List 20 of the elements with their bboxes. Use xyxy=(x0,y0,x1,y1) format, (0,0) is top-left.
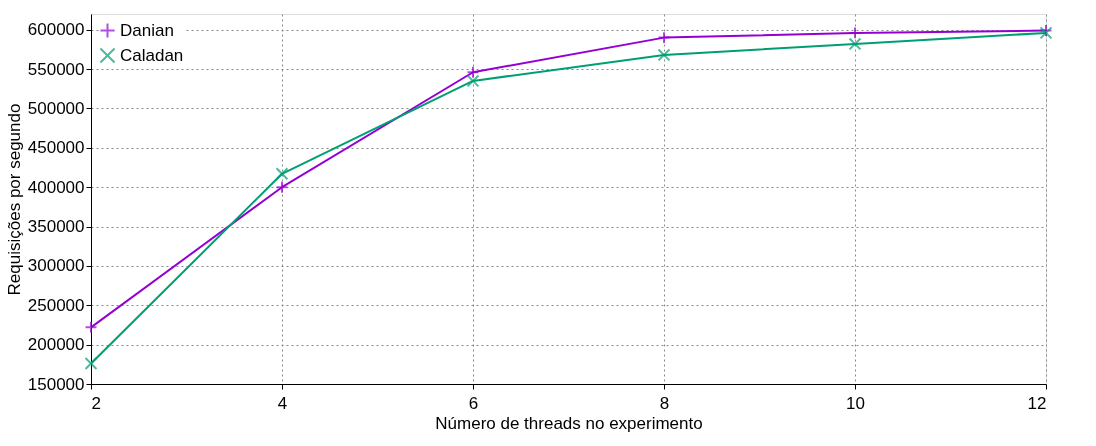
y-tick-label: 400000 xyxy=(27,177,85,197)
x-tick-label: 12 xyxy=(1027,393,1047,413)
x-tick-label: 4 xyxy=(277,393,288,413)
x-tick-label: 10 xyxy=(846,393,865,413)
y-tick-label: 300000 xyxy=(27,256,85,276)
y-tick-label: 250000 xyxy=(27,295,85,315)
x-tick-label: 8 xyxy=(659,393,670,413)
y-tick-label: 450000 xyxy=(27,138,85,158)
y-tick-label: 550000 xyxy=(27,59,85,79)
x-tick-label: 2 xyxy=(91,393,101,413)
y-tick-label: 200000 xyxy=(27,335,85,355)
legend-label: Danian xyxy=(120,20,174,40)
y-tick-label: 500000 xyxy=(27,98,85,118)
x-axis-title: Número de threads no experimento xyxy=(435,413,703,433)
y-tick-label: 600000 xyxy=(27,20,85,40)
x-tick-label: 6 xyxy=(468,393,479,413)
legend-label: Caladan xyxy=(120,45,184,65)
y-tick-label: 150000 xyxy=(27,374,85,394)
y-tick-label: 350000 xyxy=(27,217,85,237)
y-axis-title: Requisições por segundo xyxy=(4,103,24,296)
